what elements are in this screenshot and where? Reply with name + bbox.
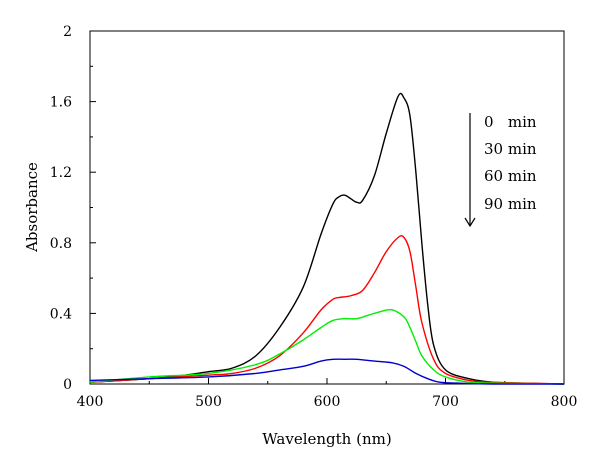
- legend-entry-1: 30 min: [484, 140, 537, 158]
- legend-entry-2: 60 min: [484, 167, 537, 185]
- y-tick-label: 0.8: [50, 236, 72, 252]
- series-line-0: [89, 92, 565, 385]
- series-line-3: [89, 358, 565, 385]
- x-tick-label: 500: [195, 394, 222, 410]
- x-axis-label: Wavelength (nm): [262, 430, 391, 448]
- series-lines: [89, 92, 565, 385]
- y-tick-label: 2: [63, 24, 72, 40]
- legend-entry-3: 90 min: [484, 195, 537, 213]
- y-tick-label: 1.6: [50, 95, 72, 111]
- x-tick-label: 800: [551, 394, 578, 410]
- legend-arrow-head: [464, 217, 476, 228]
- series-line-2: [89, 308, 565, 385]
- y-axis-label: Absorbance: [23, 162, 41, 253]
- x-tick-label: 700: [432, 394, 459, 410]
- legend-entry-0: 0 min: [484, 113, 537, 131]
- x-tick-label: 600: [314, 394, 341, 410]
- series-line-1: [89, 235, 565, 385]
- x-tick-label: 400: [77, 394, 104, 410]
- tick-labels: 400 500 600 700 800 0 0.4 0.8 1.2 1.6 2: [50, 24, 578, 410]
- y-tick-label: 1.2: [50, 165, 72, 181]
- y-tick-label: 0: [63, 377, 72, 393]
- y-tick-label: 0.4: [50, 306, 72, 322]
- legend: 0 min 30 min 60 min 90 min: [464, 113, 537, 228]
- axis-ticks: [89, 30, 565, 385]
